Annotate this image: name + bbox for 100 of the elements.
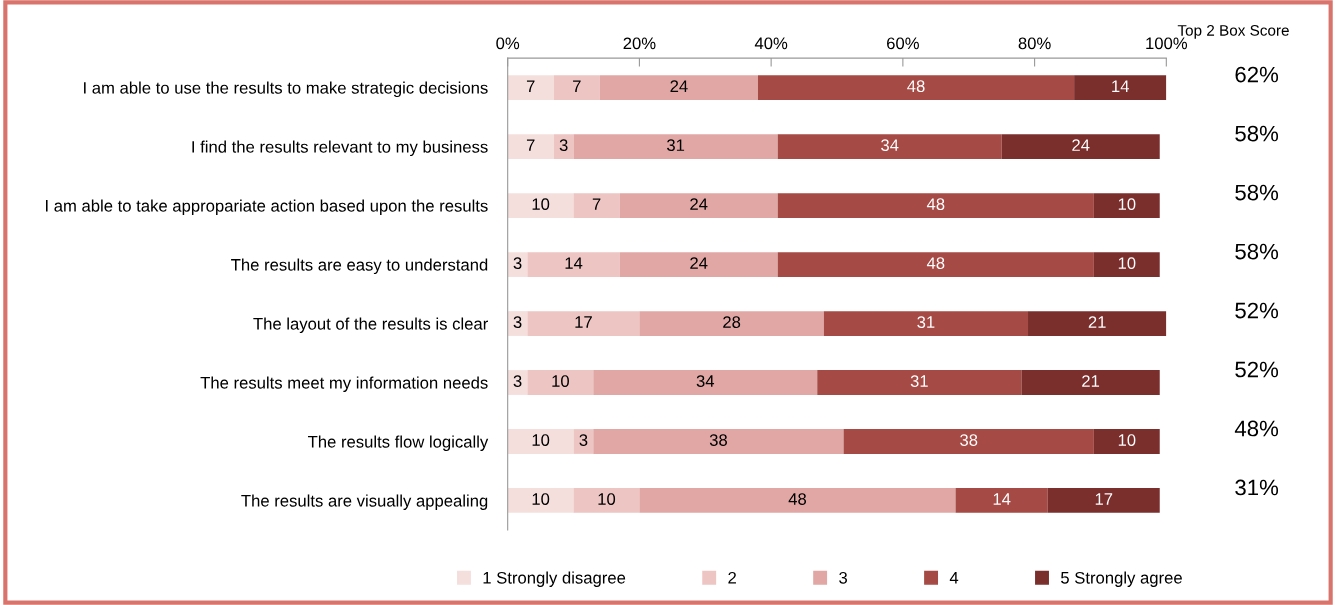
y-tick-label: The results meet my information needs <box>200 376 488 393</box>
data-label: 10 <box>1118 257 1136 270</box>
bar <box>619 193 778 218</box>
bar <box>639 488 956 513</box>
data-label: 24 <box>690 198 708 210</box>
data-label: 24 <box>670 80 688 92</box>
x-tick-label: 80% <box>1018 37 1051 50</box>
data-label: 10 <box>552 375 569 387</box>
bar <box>777 193 1094 218</box>
x-tick-label: 60% <box>887 37 919 50</box>
bar <box>527 311 640 336</box>
data-label: 17 <box>1095 493 1113 505</box>
x-tick-label: 20% <box>623 37 656 50</box>
data-label: 10 <box>598 493 616 505</box>
x-tick-label: 0% <box>496 37 520 50</box>
bar <box>1093 252 1160 277</box>
bar <box>1047 488 1160 513</box>
bar <box>639 311 824 336</box>
y-tick-label: I find the results relevant to my business <box>192 140 488 157</box>
bar <box>599 75 758 100</box>
data-label: 3 <box>579 434 588 446</box>
bar <box>553 134 574 159</box>
data-label: 38 <box>709 434 727 446</box>
y-tick-label: The results flow logically <box>308 435 489 451</box>
text: 62% <box>1235 66 1279 83</box>
data-label: 14 <box>1112 80 1129 92</box>
data-label: 31 <box>917 316 935 328</box>
bar <box>757 75 1075 100</box>
bar <box>507 488 574 513</box>
data-label: 7 <box>526 80 535 92</box>
data-label: 3 <box>513 375 522 387</box>
data-label: 3 <box>513 316 522 328</box>
data-label: 14 <box>993 493 1011 505</box>
bar <box>527 252 620 277</box>
y-tick-label: I am able to use the results to make strategic decisions <box>84 81 488 98</box>
bar <box>507 429 574 454</box>
bar <box>573 134 778 159</box>
bar <box>593 370 818 395</box>
data-label: 10 <box>532 434 550 446</box>
x-tick-label: 100% <box>1146 37 1188 50</box>
data-label: 7 <box>526 139 535 151</box>
data-label: 21 <box>1082 375 1100 387</box>
legend-label: 1 Strongly disagree <box>483 571 626 587</box>
data-label: 48 <box>907 80 925 93</box>
bar <box>1093 193 1160 218</box>
bar <box>823 311 1029 336</box>
text: 58% <box>1235 184 1279 201</box>
data-label: 21 <box>1088 316 1106 328</box>
bar <box>573 193 620 218</box>
bar <box>1093 429 1160 454</box>
data-label: 10 <box>1118 198 1136 211</box>
bar <box>1074 75 1167 100</box>
bar <box>955 488 1048 513</box>
legend-label: 2 <box>728 571 736 584</box>
bar <box>619 252 778 277</box>
legend-label: 3 <box>839 571 848 584</box>
data-label: 34 <box>696 375 715 387</box>
text: 52% <box>1235 361 1279 378</box>
y-tick-label: The results are easy to understand <box>231 258 488 275</box>
data-label: 48 <box>926 198 945 211</box>
data-label: 34 <box>881 139 899 152</box>
data-label: 14 <box>565 257 583 269</box>
data-label: 24 <box>1072 139 1090 151</box>
bar <box>507 75 554 100</box>
data-label: 7 <box>592 198 601 210</box>
text: 58% <box>1235 125 1279 142</box>
text: 58% <box>1235 243 1279 260</box>
data-label: 3 <box>559 139 568 152</box>
bar <box>1021 370 1160 395</box>
data-label: 48 <box>926 257 945 270</box>
bar <box>527 370 594 395</box>
data-label: 10 <box>532 493 550 505</box>
bar <box>843 429 1094 454</box>
x-tick-label: 40% <box>754 37 788 50</box>
data-label: 24 <box>690 257 708 269</box>
data-label: 38 <box>960 434 978 446</box>
data-label: 7 <box>573 80 581 92</box>
legend-label: 5 Strongly agree <box>1061 571 1182 587</box>
bar <box>593 429 844 454</box>
bar <box>817 370 1022 395</box>
bar <box>507 134 554 159</box>
text: Top 2 Box Score <box>1177 24 1289 39</box>
text: 48% <box>1234 420 1279 437</box>
y-tick-label: The results are visually appealing <box>241 494 488 510</box>
legend-label: 4 <box>949 572 959 584</box>
bar <box>573 488 640 513</box>
data-label: 48 <box>788 493 807 505</box>
data-label: 28 <box>723 316 741 328</box>
y-tick-label: I am able to take appropariate action based upon the results <box>46 199 488 216</box>
text: 52% <box>1235 302 1279 319</box>
data-label: 10 <box>1118 434 1136 446</box>
data-label: 3 <box>513 257 522 270</box>
data-label: 31 <box>667 139 685 152</box>
bar <box>507 193 574 218</box>
bar <box>1028 311 1167 336</box>
bar <box>1001 134 1160 159</box>
data-label: 17 <box>575 316 592 328</box>
data-label: 10 <box>532 198 550 211</box>
y-tick-label: The layout of the results is clear <box>253 317 488 334</box>
bar <box>777 134 1002 159</box>
